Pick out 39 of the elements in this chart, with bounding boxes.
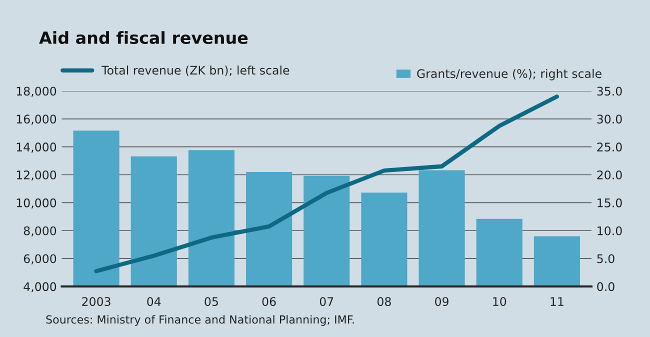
y2-tick-label: 20.0	[597, 170, 622, 180]
y2-tick-label: 35.0	[597, 86, 622, 96]
source-note: Sources: Ministry of Finance and National Planning; IMF.	[46, 315, 354, 326]
y2-tick-label: 30.0	[597, 114, 622, 124]
bar	[418, 170, 465, 286]
x-tick-label: 11	[550, 297, 564, 306]
x-tick-label: 08	[377, 297, 391, 306]
y2-tick-label: 0.0	[597, 282, 614, 292]
line-series	[94, 94, 560, 274]
x-tick-label: 06	[262, 297, 276, 306]
y2-tick-label: 10.0	[598, 226, 622, 236]
bar	[246, 172, 292, 286]
x-tick-label: 2003	[82, 297, 110, 306]
y-tick-label: 16,000	[16, 114, 56, 125]
legend-label: Grants/revenue (%); right scale	[417, 68, 602, 80]
y-tick-label: 8,000	[24, 226, 56, 236]
bar	[476, 218, 522, 286]
bar	[304, 176, 350, 286]
bar	[130, 156, 177, 286]
bar	[188, 150, 234, 286]
y-tick-label: 6,000	[24, 254, 56, 264]
x-tick-label: 05	[204, 297, 218, 306]
y2-tick-label: 25.0	[597, 142, 622, 152]
bar	[73, 130, 120, 286]
legend-label: Total revenue (ZK bn); left scale	[102, 66, 290, 76]
bar	[534, 236, 580, 286]
y-tick-label: 14,000	[16, 142, 56, 153]
y2-tick-label: 15.0	[598, 198, 622, 208]
chart-title: Aid and fiscal revenue	[39, 31, 248, 44]
x-tick-label: 10	[493, 297, 506, 306]
y-tick-label: 12,000	[16, 170, 56, 181]
y-tick-label: 4,000	[24, 282, 56, 292]
x-tick-label: 04	[147, 297, 161, 306]
x-tick-label: 09	[435, 297, 448, 306]
x-tick-label: 07	[320, 297, 334, 306]
y2-tick-label: 5.0	[597, 254, 614, 264]
y-tick-label: 18,000	[16, 86, 56, 97]
bar	[361, 192, 408, 286]
y-tick-label: 10,000	[16, 198, 56, 209]
